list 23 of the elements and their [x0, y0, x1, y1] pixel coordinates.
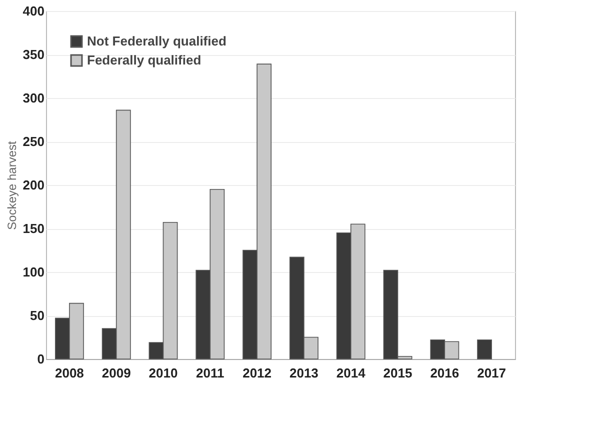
- x-tick-label: 2012: [242, 366, 272, 380]
- x-tick-label: 2009: [102, 366, 131, 380]
- x-tick-label: 2017: [477, 366, 506, 380]
- y-tick-label: 200: [22, 178, 44, 192]
- y-tick-label: 100: [22, 264, 44, 280]
- y-tick-label: 250: [22, 134, 44, 149]
- bar: [477, 339, 492, 360]
- y-tick-label: 50: [30, 308, 44, 323]
- legend-label: Federally qualified: [87, 52, 202, 68]
- x-tick-label: 2015: [383, 366, 412, 380]
- y-tick-label: 300: [22, 90, 44, 106]
- x-tick-label: 2010: [148, 366, 178, 380]
- legend-label: Not Federally qualified: [87, 34, 226, 48]
- y-tick-label: 400: [22, 4, 44, 18]
- x-tick-label: 2013: [289, 366, 318, 380]
- y-tick-label: 0: [37, 352, 44, 366]
- y-tick-label: 150: [22, 221, 44, 236]
- x-tick-label: 2011: [196, 366, 224, 380]
- y-axis-title: Sockeye harvest: [4, 140, 19, 230]
- y-tick-label: 350: [22, 47, 44, 62]
- x-tick-label: 2016: [430, 366, 460, 380]
- x-tick-label: 2008: [54, 366, 84, 380]
- x-tick-label: 2014: [336, 366, 366, 380]
